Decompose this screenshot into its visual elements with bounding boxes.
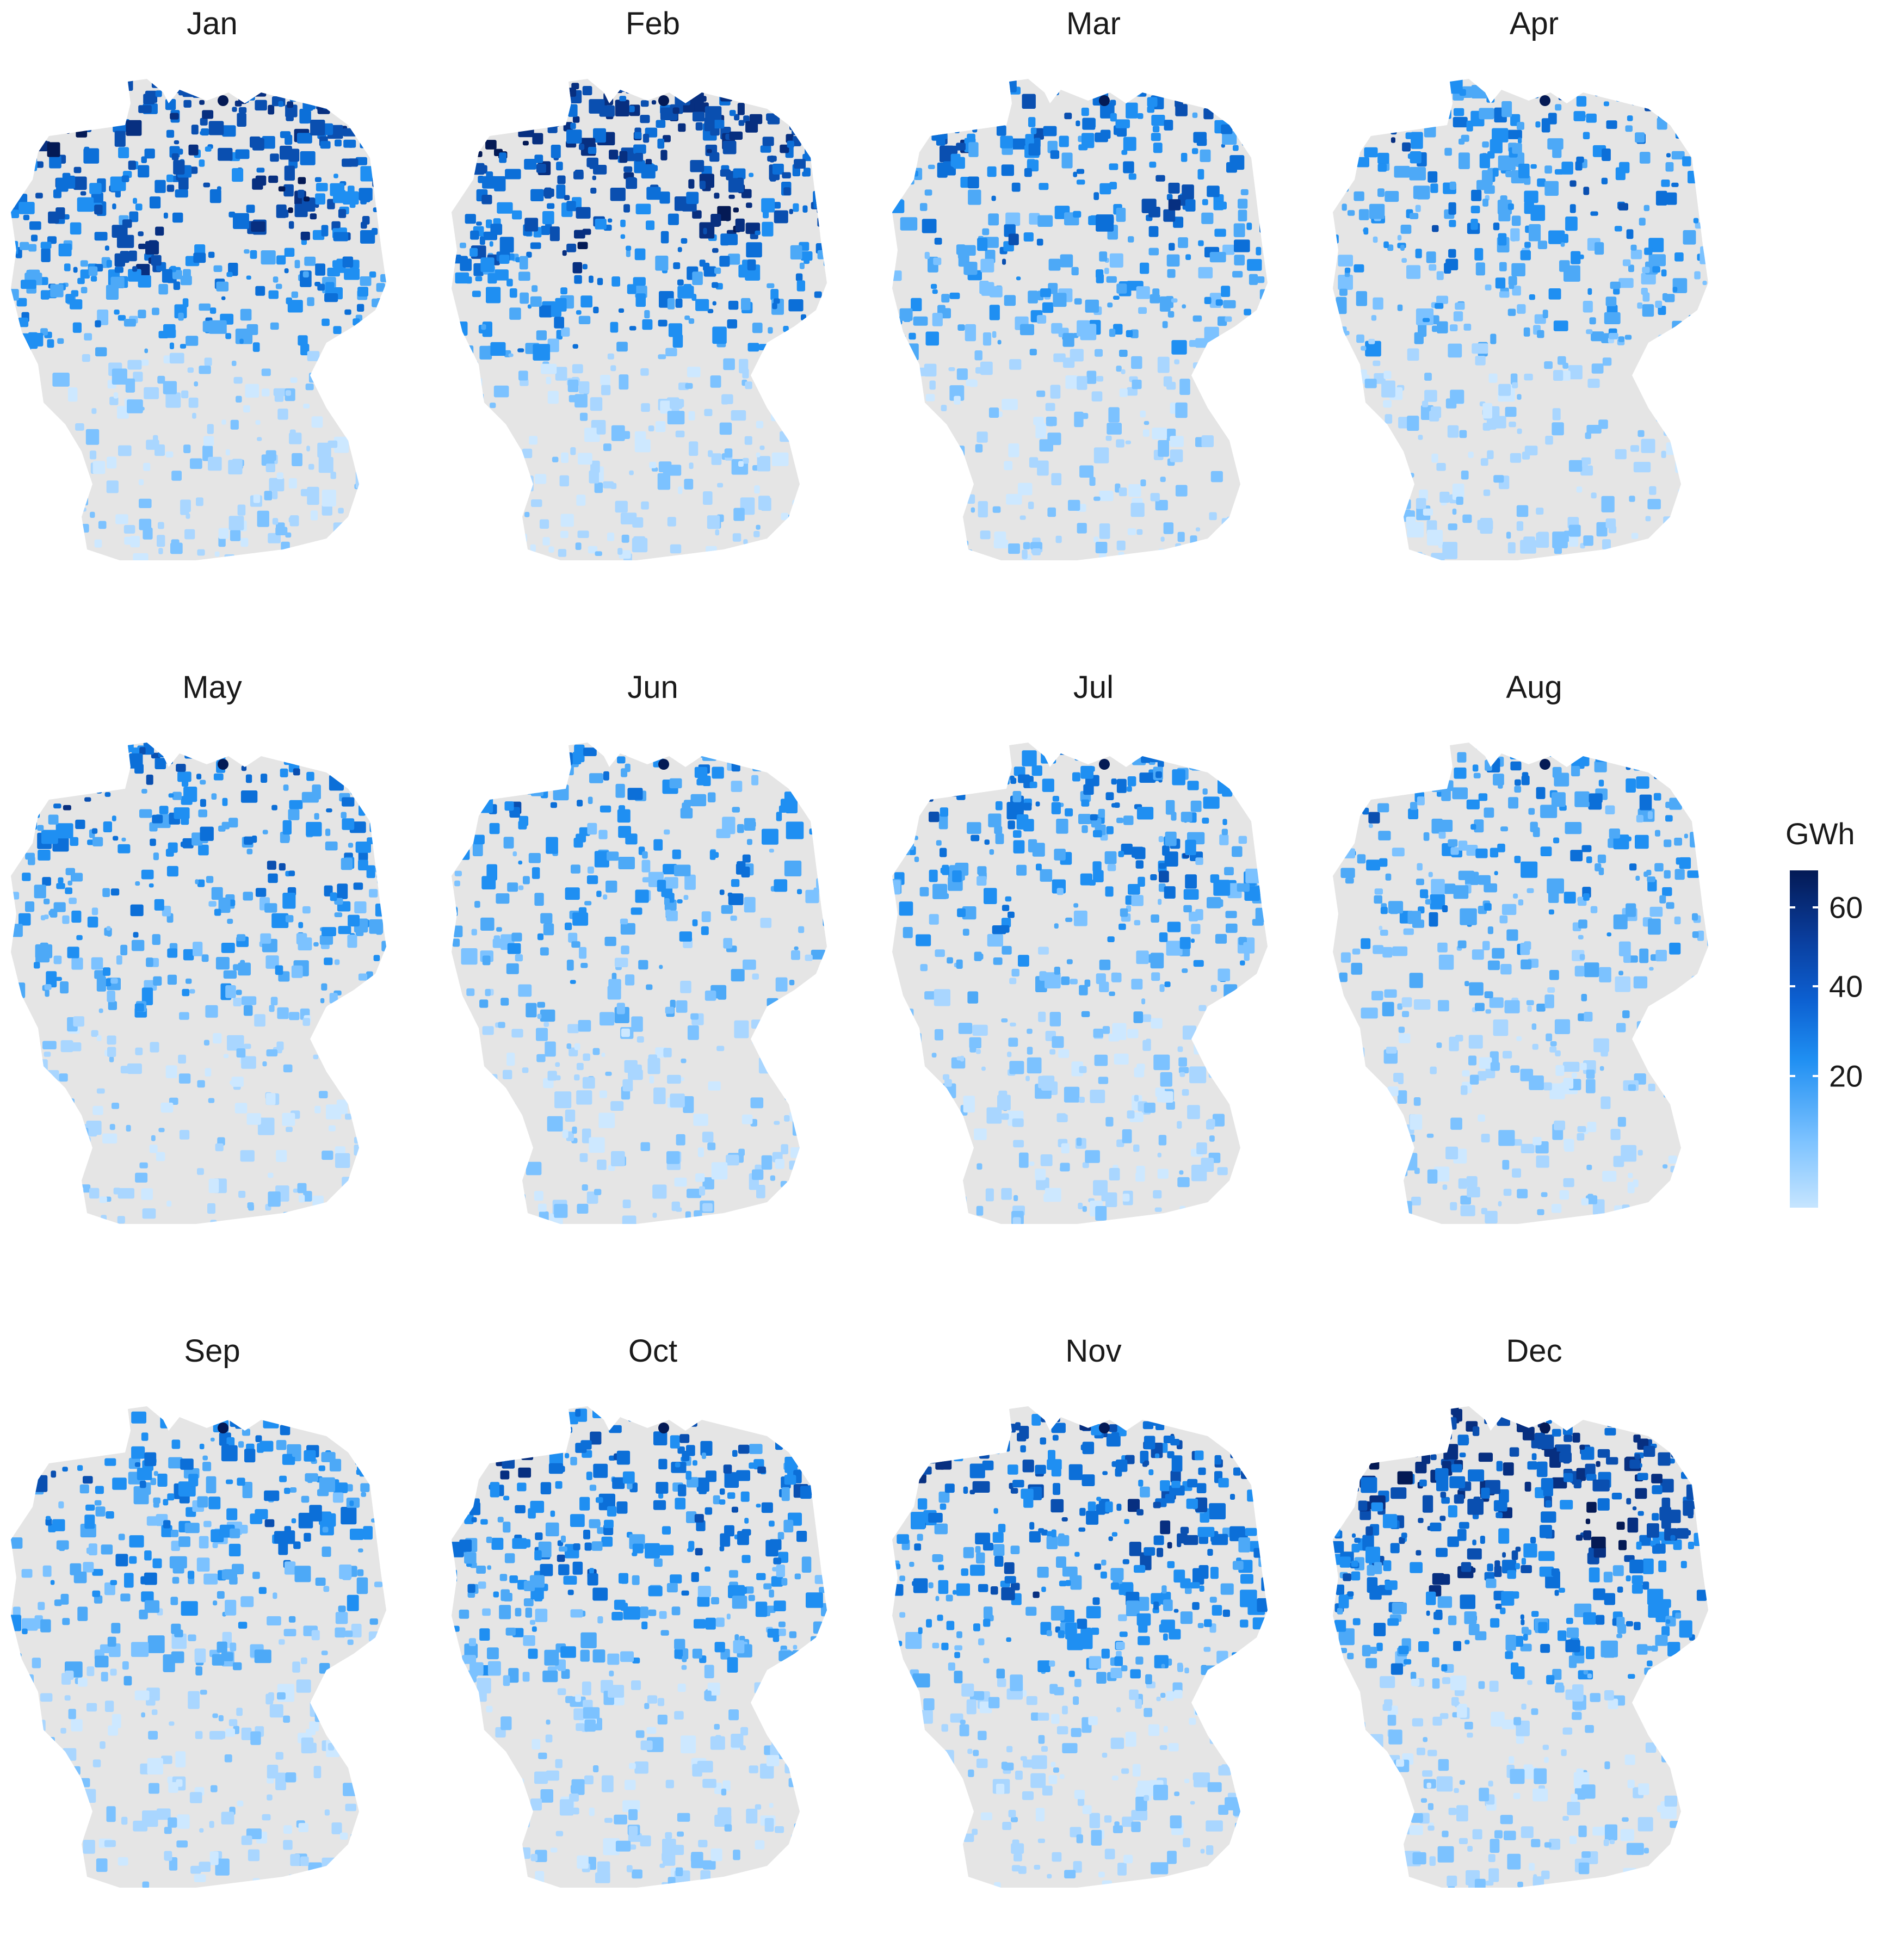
panel-title: Jan bbox=[187, 6, 238, 41]
island-marker bbox=[1099, 759, 1110, 770]
island-marker bbox=[658, 1423, 669, 1433]
panel-title: Oct bbox=[628, 1333, 678, 1369]
germany-map bbox=[892, 743, 1268, 1224]
panel-title: Jun bbox=[627, 670, 678, 705]
panel-title: Mar bbox=[1066, 6, 1121, 41]
country-shape bbox=[452, 79, 827, 560]
germany-map bbox=[892, 79, 1268, 560]
island-marker bbox=[1099, 1423, 1110, 1433]
island-marker bbox=[218, 95, 228, 106]
legend-colorbar bbox=[1790, 870, 1818, 1208]
map-panel-jul: Jul bbox=[881, 664, 1306, 1284]
legend-title: GWh bbox=[1785, 817, 1855, 851]
map-panel-jun: Jun bbox=[441, 664, 865, 1284]
island-marker bbox=[1099, 95, 1110, 106]
panel-title: Feb bbox=[626, 6, 680, 41]
island-marker bbox=[218, 1423, 228, 1433]
country-shape bbox=[452, 743, 827, 1224]
map-panel-may: May bbox=[0, 664, 424, 1284]
map-panel-oct: Oct bbox=[441, 1327, 865, 1947]
island-marker bbox=[658, 759, 669, 770]
color-legend: GWh 60 40 20 bbox=[1779, 816, 1888, 1219]
germany-map bbox=[452, 1406, 827, 1888]
map-panel-aug: Aug bbox=[1322, 664, 1746, 1284]
island-marker bbox=[658, 95, 669, 106]
germany-map bbox=[892, 1406, 1268, 1888]
panel-title: Nov bbox=[1065, 1333, 1122, 1369]
panel-title: Jul bbox=[1073, 670, 1114, 705]
legend-tick-label: 60 bbox=[1829, 890, 1863, 925]
country-shape bbox=[11, 743, 386, 1224]
map-panel-nov: Nov bbox=[881, 1327, 1306, 1947]
panel-title: Sep bbox=[184, 1333, 240, 1369]
panel-title: Dec bbox=[1506, 1333, 1562, 1369]
country-shape bbox=[1333, 743, 1708, 1224]
island-marker bbox=[1540, 95, 1550, 106]
germany-map bbox=[1333, 743, 1708, 1224]
germany-map bbox=[11, 743, 386, 1224]
map-panel-jan: Jan bbox=[0, 0, 424, 620]
map-panel-mar: Mar bbox=[881, 0, 1306, 620]
panel-title: May bbox=[182, 670, 242, 705]
map-panel-feb: Feb bbox=[441, 0, 865, 620]
germany-map bbox=[1333, 1406, 1708, 1888]
district-cells bbox=[452, 79, 827, 560]
germany-map bbox=[1333, 79, 1708, 560]
island-marker bbox=[1540, 1423, 1550, 1433]
legend-tick-label: 20 bbox=[1829, 1059, 1863, 1093]
panel-title: Aug bbox=[1506, 670, 1562, 705]
panel-title: Apr bbox=[1509, 6, 1559, 41]
germany-map bbox=[452, 79, 827, 560]
map-panel-sep: Sep bbox=[0, 1327, 424, 1947]
germany-map bbox=[452, 743, 827, 1224]
legend-tick-label: 40 bbox=[1829, 969, 1863, 1003]
island-marker bbox=[1540, 759, 1550, 770]
map-panel-dec: Dec bbox=[1322, 1327, 1746, 1947]
germany-map bbox=[11, 1406, 386, 1888]
map-panel-apr: Apr bbox=[1322, 0, 1746, 620]
island-marker bbox=[218, 759, 228, 770]
country-shape bbox=[11, 1406, 386, 1888]
germany-map bbox=[11, 79, 386, 560]
